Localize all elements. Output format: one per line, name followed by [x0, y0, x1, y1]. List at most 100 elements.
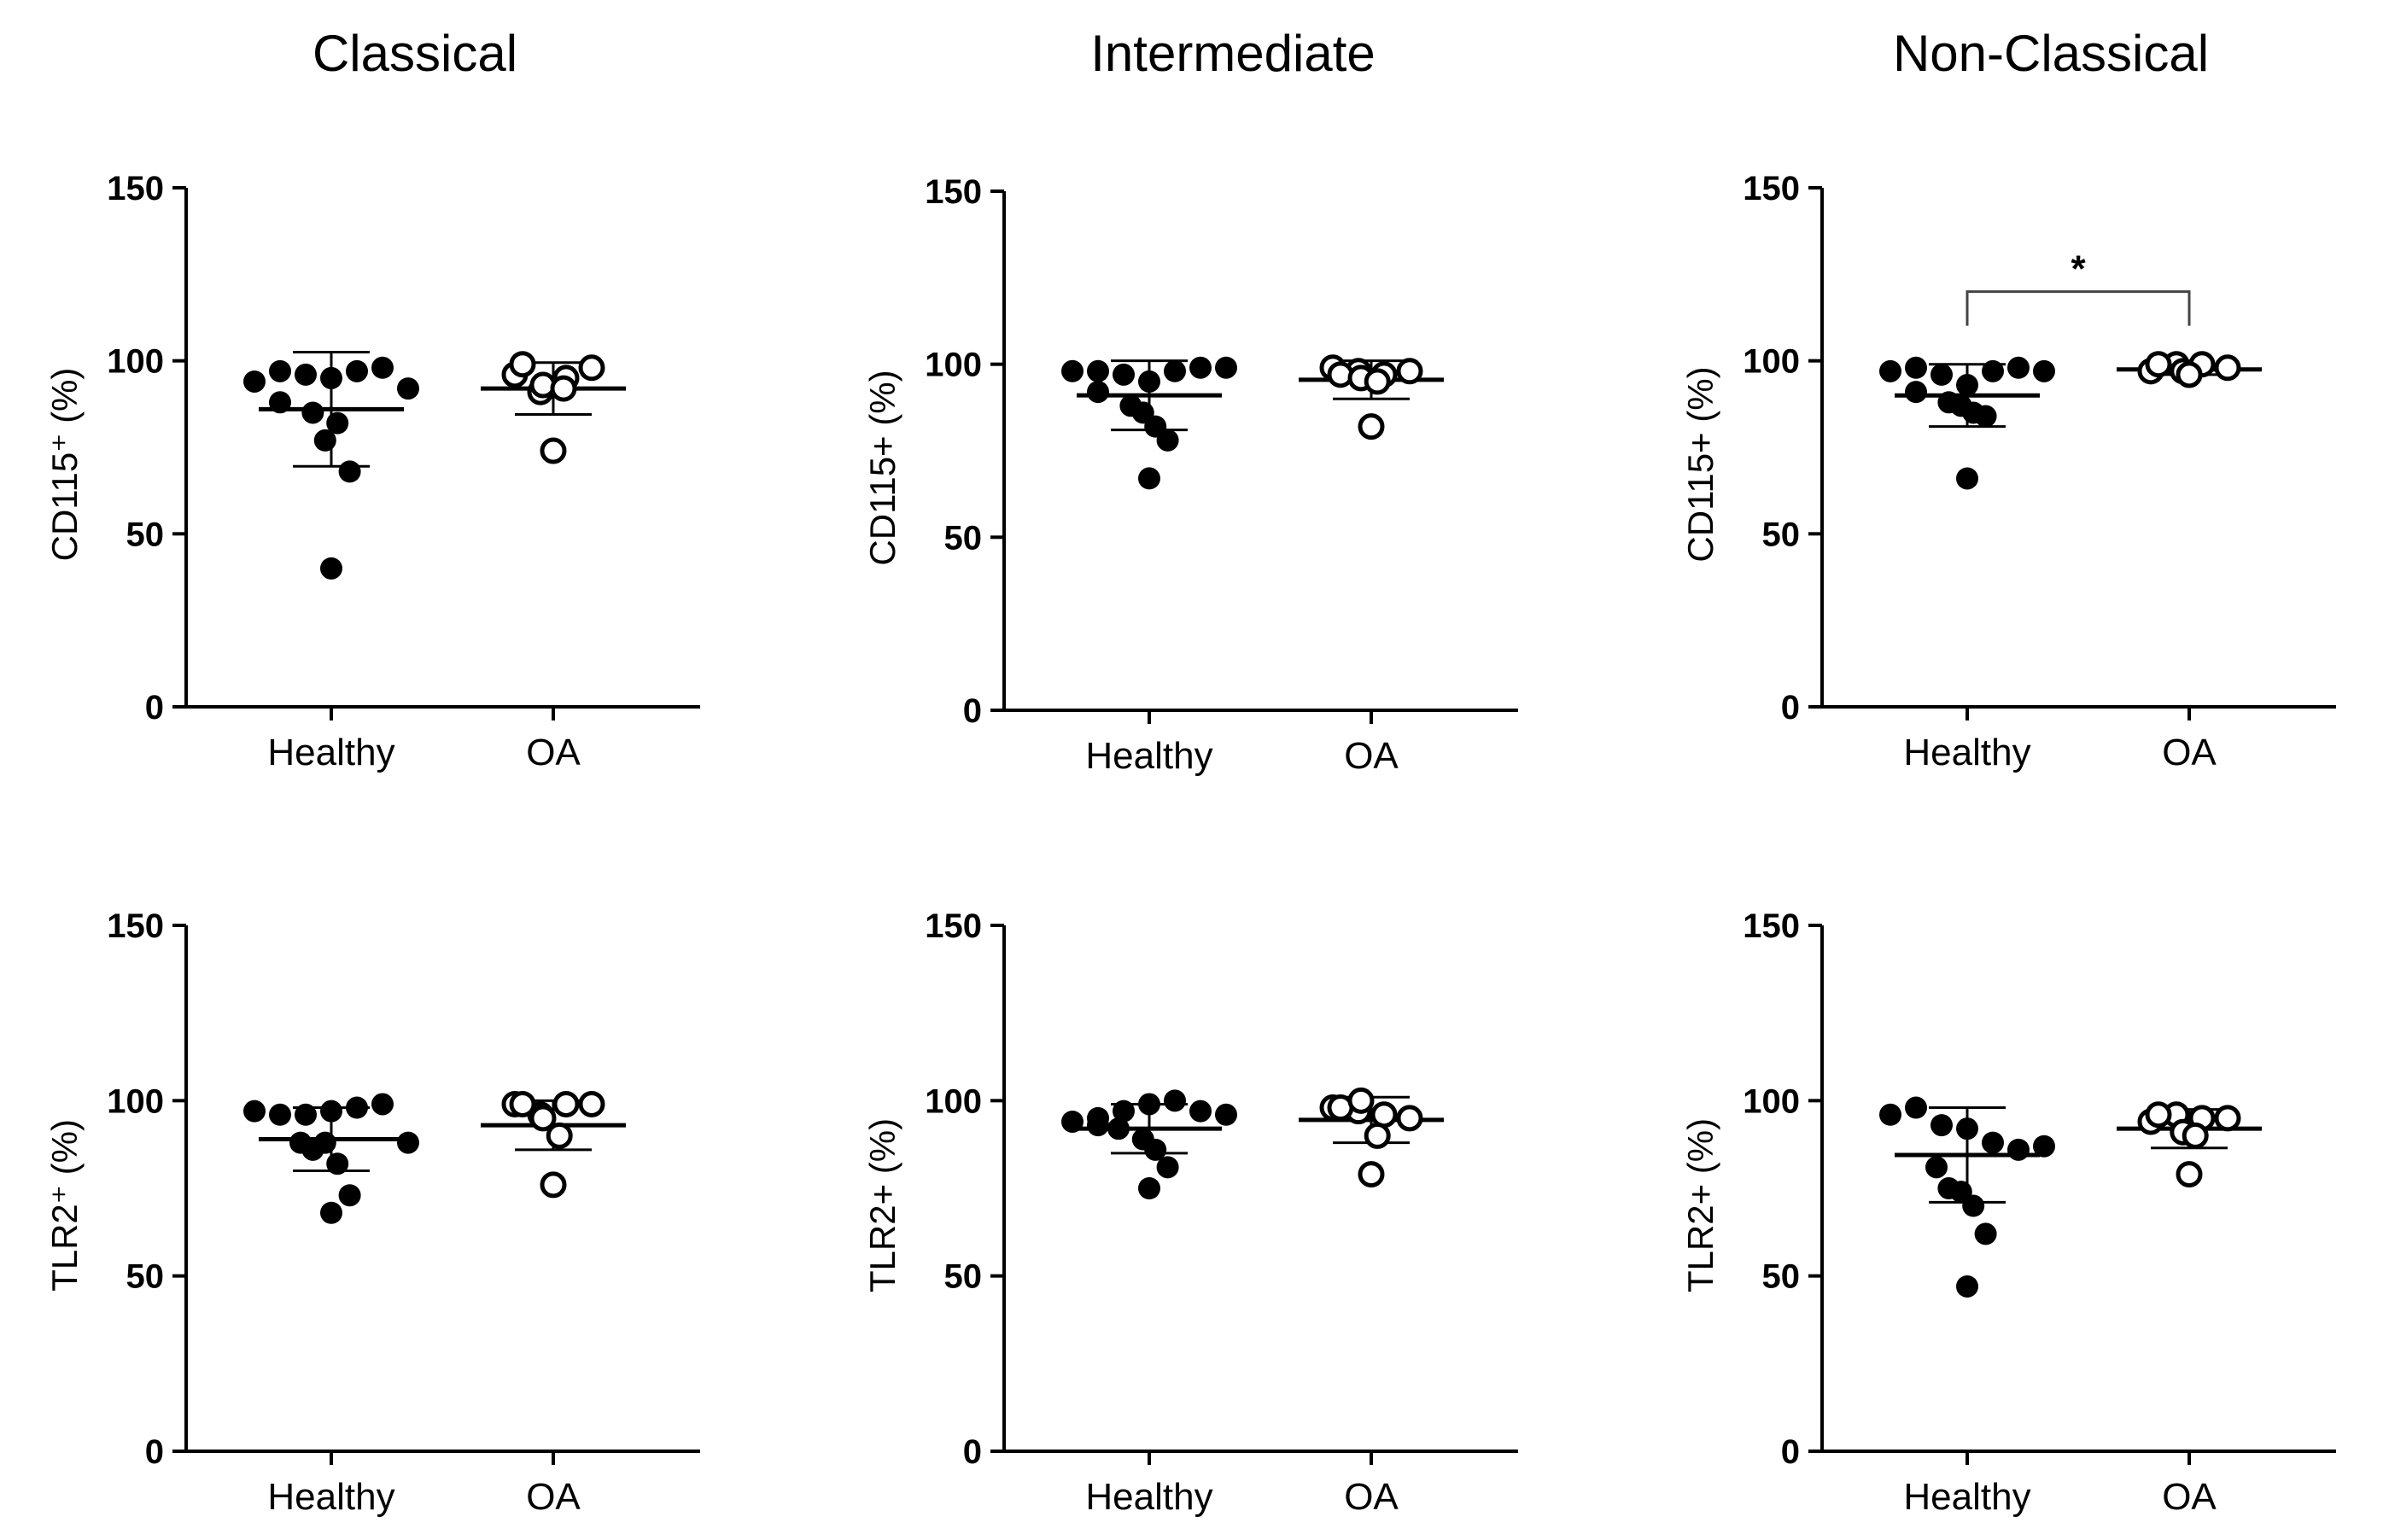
x-tick-label-oa: OA	[1344, 1476, 1399, 1518]
healthy-point	[320, 1100, 342, 1123]
oa-point	[540, 1171, 567, 1199]
y-tick-label: 0	[145, 689, 164, 726]
healthy-point	[1061, 1110, 1084, 1133]
oa-point	[2176, 1161, 2203, 1188]
healthy-point	[1925, 1156, 1948, 1179]
healthy-point	[1905, 356, 1927, 379]
x-tick-label-healthy: Healthy	[1085, 1476, 1212, 1518]
x-tick-label-healthy: Healthy	[1903, 1476, 2030, 1518]
healthy-point	[243, 370, 266, 393]
healthy-point	[1982, 1131, 2004, 1154]
y-tick-label: 100	[1743, 343, 1800, 381]
oa-point	[1396, 1105, 1423, 1132]
healthy-point	[1113, 363, 1135, 386]
healthy-point	[1189, 356, 1212, 379]
y-tick-label: 150	[1743, 907, 1800, 945]
healthy-point	[1982, 359, 2004, 382]
healthy-point	[1905, 1096, 1927, 1119]
y-axis-label: TLR2⁺ (%)	[44, 1119, 85, 1292]
y-axis-label: TLR2+ (%)	[862, 1118, 902, 1292]
oa-point	[1358, 413, 1385, 440]
y-tick-label: 0	[145, 1433, 164, 1471]
healthy-point	[1962, 1194, 1985, 1217]
panel-4: 0 50 100 150 TLR2⁺ (%) Healthy OA	[44, 907, 700, 1518]
panel-5: 0 50 100 150 TLR2+ (%) Healthy OA	[862, 907, 1518, 1518]
y-tick-label: 150	[1743, 170, 1800, 207]
healthy-point	[1189, 1100, 1212, 1123]
healthy-point	[1215, 1103, 1237, 1126]
healthy-point	[1138, 370, 1160, 393]
oa-point	[1370, 1101, 1398, 1129]
y-tick-label: 100	[1743, 1082, 1800, 1120]
healthy-point	[397, 1131, 419, 1154]
healthy-point	[2007, 1138, 2030, 1161]
oa-point	[550, 375, 577, 402]
y-tick-label: 50	[126, 1258, 165, 1296]
oa-point	[2145, 351, 2172, 378]
oa-point	[546, 1122, 573, 1149]
healthy-point	[1930, 1114, 1953, 1137]
healthy-point	[269, 391, 291, 414]
healthy-point	[1138, 1177, 1160, 1199]
x-tick-label-oa: OA	[526, 1476, 581, 1518]
oa-point	[509, 1090, 536, 1117]
x-tick-label-healthy: Healthy	[267, 1476, 394, 1518]
healthy-point	[1087, 359, 1109, 382]
healthy-point	[1956, 467, 1978, 490]
panel-1: 0 50 100 150 CD115⁺ (%) Healthy OA	[44, 170, 700, 773]
x-tick-label-oa: OA	[2162, 1476, 2217, 1518]
panel-2: 0 50 100 150 CD115+ (%) Healthy OA	[862, 173, 1518, 777]
oa-point	[2214, 354, 2241, 382]
column-title-classical: Classical	[312, 25, 518, 82]
y-axis-label: TLR2+ (%)	[1680, 1118, 1720, 1292]
healthy-point	[1061, 359, 1084, 382]
healthy-point	[2007, 356, 2030, 379]
healthy-point	[1144, 1138, 1167, 1161]
healthy-point	[295, 363, 317, 386]
healthy-point	[1164, 359, 1186, 382]
y-tick-label: 50	[1762, 1258, 1801, 1296]
healthy-point	[1113, 1100, 1135, 1123]
healthy-point	[301, 401, 324, 424]
significance-label: *	[2071, 248, 2086, 290]
healthy-point	[320, 557, 342, 580]
healthy-point	[326, 411, 349, 435]
y-tick-label: 100	[107, 1082, 164, 1120]
healthy-point	[1956, 1117, 1978, 1140]
healthy-point	[1087, 1114, 1109, 1137]
x-tick-label-healthy: Healthy	[1085, 735, 1212, 777]
healthy-point	[338, 460, 361, 483]
y-tick-label: 50	[126, 516, 165, 553]
oa-point	[529, 1105, 557, 1132]
y-tick-label: 0	[1781, 1433, 1800, 1471]
y-axis-label: CD115+ (%)	[862, 370, 902, 565]
healthy-point	[320, 366, 342, 389]
y-tick-label: 0	[1781, 689, 1800, 726]
healthy-point	[269, 359, 291, 382]
oa-point	[540, 437, 567, 464]
healthy-point	[1107, 1117, 1130, 1140]
healthy-point	[346, 359, 368, 382]
healthy-point	[243, 1100, 266, 1123]
oa-point	[578, 354, 605, 382]
x-tick-label-healthy: Healthy	[267, 732, 394, 773]
healthy-point	[1974, 1222, 1997, 1245]
healthy-point	[1905, 381, 1927, 404]
healthy-point	[295, 1103, 317, 1126]
y-tick-label: 100	[107, 343, 164, 381]
healthy-point	[2033, 359, 2055, 382]
healthy-point	[397, 377, 419, 400]
oa-point	[1347, 1087, 1375, 1114]
healthy-point	[313, 1131, 336, 1154]
panel-3: 0 50 100 150 CD115+ (%) Healthy OA *	[1680, 170, 2336, 773]
healthy-point	[1138, 467, 1160, 490]
y-tick-label: 150	[107, 907, 164, 945]
healthy-point	[1215, 356, 1237, 379]
y-tick-label: 50	[944, 1258, 983, 1296]
x-tick-label-healthy: Healthy	[1903, 732, 2030, 773]
x-tick-label-oa: OA	[526, 732, 581, 773]
oa-point	[509, 351, 536, 378]
healthy-point	[1930, 363, 1953, 386]
y-tick-label: 150	[925, 907, 982, 945]
